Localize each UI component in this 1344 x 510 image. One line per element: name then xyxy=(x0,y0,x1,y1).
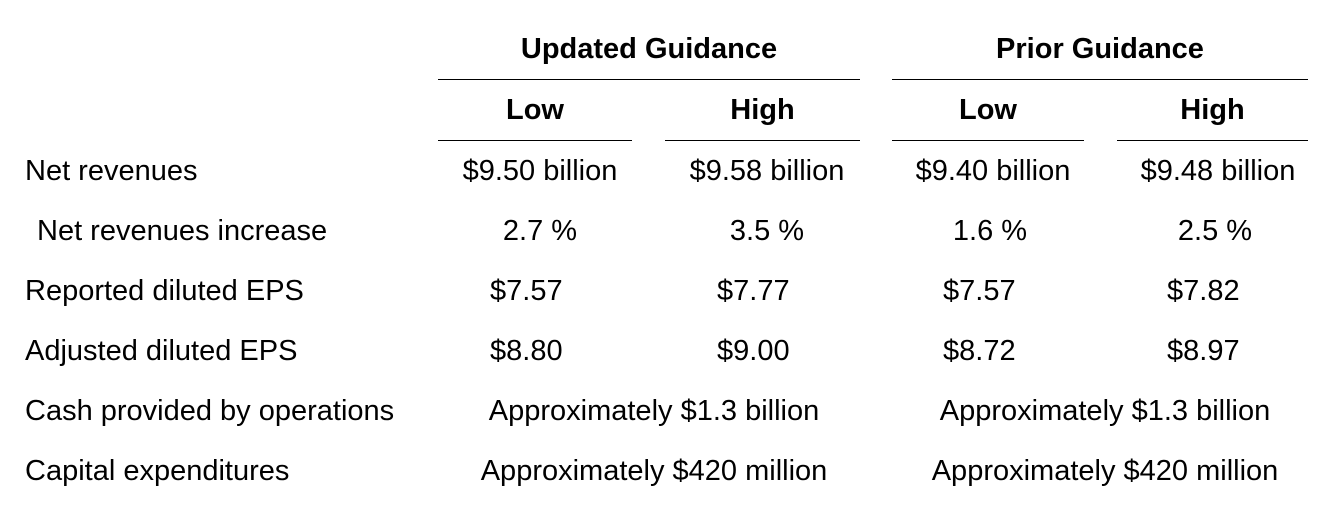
cell-prior-span: Approximately $420 million xyxy=(931,455,1279,487)
cell-updated-high: $9.00 xyxy=(717,335,790,367)
cell-updated-high: 3.5 % xyxy=(729,215,805,247)
rule-updated-high xyxy=(665,140,860,141)
cell-prior-low: 1.6 % xyxy=(952,215,1028,247)
header-prior-low: Low xyxy=(959,94,1017,126)
cell-updated-high: $9.58 billion xyxy=(689,155,845,187)
cell-prior-low: $7.57 xyxy=(943,275,1016,307)
cell-prior-high: 2.5 % xyxy=(1177,215,1253,247)
cell-prior-low: $9.40 billion xyxy=(915,155,1071,187)
cell-prior-high: $7.82 xyxy=(1167,275,1240,307)
cell-updated-low: $7.57 xyxy=(490,275,563,307)
header-updated-low: Low xyxy=(506,94,564,126)
row-label: Net revenues xyxy=(25,155,198,187)
cell-prior-high: $9.48 billion xyxy=(1140,155,1296,187)
cell-updated-span: Approximately $420 million xyxy=(480,455,828,487)
row-label: Reported diluted EPS xyxy=(25,275,304,307)
header-prior-guidance: Prior Guidance xyxy=(996,33,1204,65)
row-label: Adjusted diluted EPS xyxy=(25,335,298,367)
cell-prior-low: $8.72 xyxy=(943,335,1016,367)
cell-prior-high: $8.97 xyxy=(1167,335,1240,367)
row-label: Net revenues increase xyxy=(37,215,328,247)
cell-updated-low: $8.80 xyxy=(490,335,563,367)
rule-prior-high xyxy=(1117,140,1308,141)
cell-updated-high: $7.77 xyxy=(717,275,790,307)
cell-prior-span: Approximately $1.3 billion xyxy=(939,395,1271,427)
row-label: Capital expenditures xyxy=(25,455,290,487)
rule-prior-group xyxy=(892,79,1308,80)
cell-updated-low: 2.7 % xyxy=(502,215,578,247)
rule-prior-low xyxy=(892,140,1084,141)
rule-updated-low xyxy=(438,140,632,141)
cell-updated-low: $9.50 billion xyxy=(462,155,618,187)
rule-updated-group xyxy=(438,79,860,80)
header-updated-high: High xyxy=(730,94,795,126)
header-updated-guidance: Updated Guidance xyxy=(520,33,778,65)
cell-updated-span: Approximately $1.3 billion xyxy=(488,395,820,427)
header-prior-high: High xyxy=(1180,94,1245,126)
row-label: Cash provided by operations xyxy=(25,395,395,427)
